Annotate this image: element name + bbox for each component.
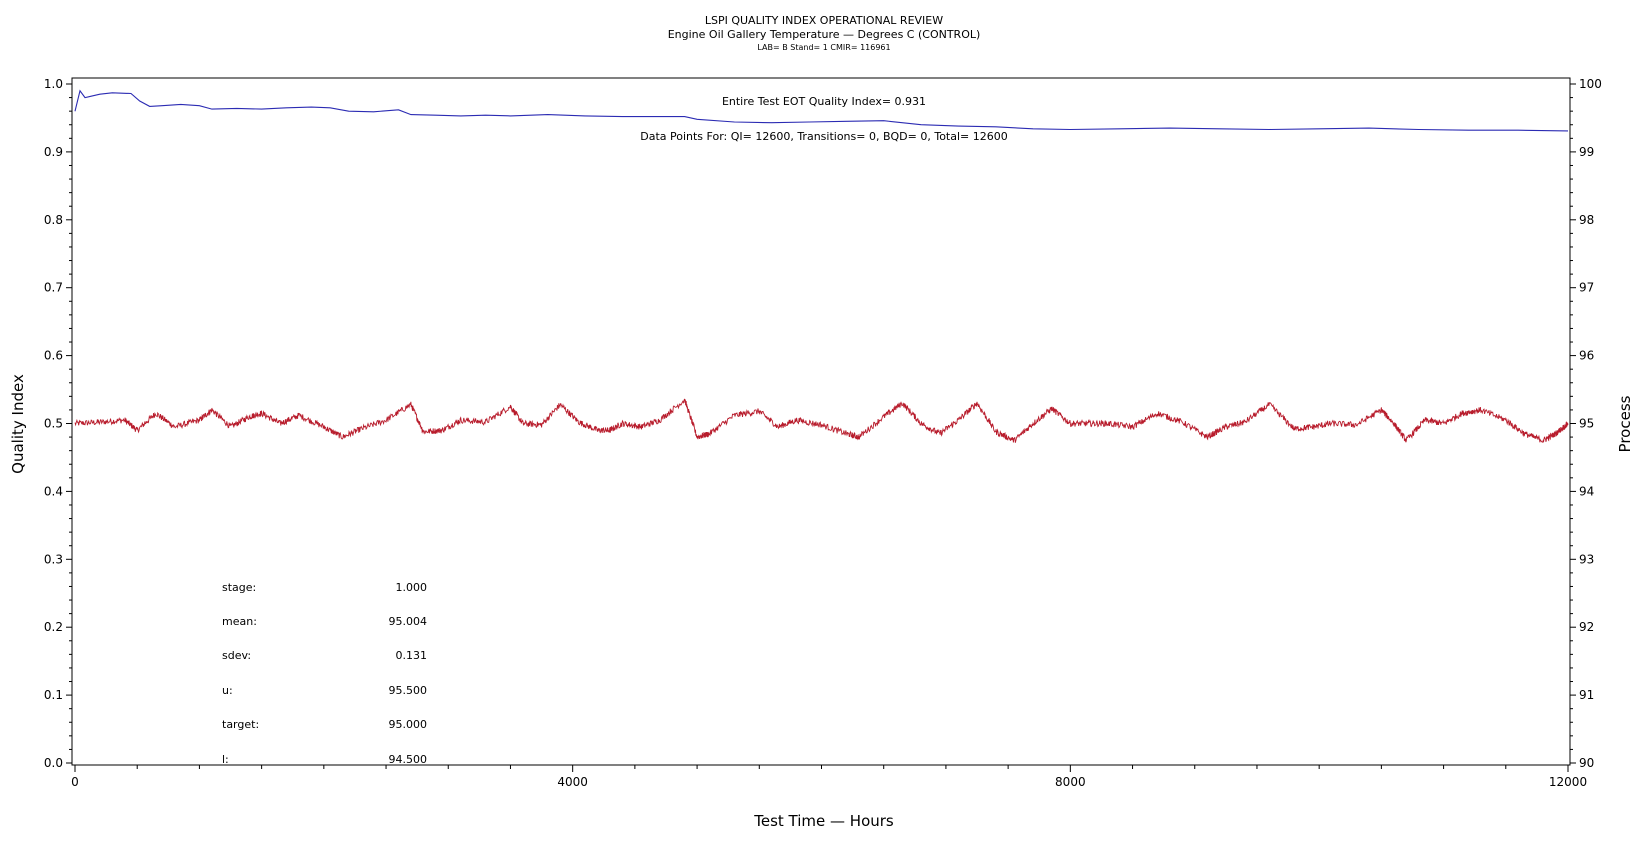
y-right-tick-label: 96 [1579, 349, 1594, 363]
y-left-tick-label: 0.4 [44, 484, 63, 498]
x-tick-label: 12000 [1549, 775, 1587, 789]
x-tick-label: 8000 [1055, 775, 1086, 789]
y-axis-left: 0.0 0.1 0.2 0.3 0.4 0.5 0.6 0.7 0.8 0.9 1.0 [44, 77, 72, 770]
y-right-tick-label: 92 [1579, 620, 1594, 634]
y-axis-right-label: Process [1616, 395, 1634, 452]
y-left-tick-label: 0.3 [44, 552, 63, 566]
y-right-tick-label: 97 [1579, 281, 1594, 295]
stat-l-value: 94.500 [389, 753, 428, 766]
y-axis-left-label: Quality Index [9, 374, 27, 474]
y-right-tick-label: 93 [1579, 552, 1594, 566]
y-left-tick-label: 0.1 [44, 688, 63, 702]
y-right-tick-label: 94 [1579, 484, 1594, 498]
stat-target-label: target: [222, 718, 259, 731]
stat-stage-value: 1.000 [396, 581, 428, 594]
stat-stage-label: stage: [222, 581, 256, 594]
y-left-tick-label: 0.6 [44, 349, 63, 363]
stat-sdev-value: 0.131 [396, 649, 428, 662]
y-left-tick-label: 0.8 [44, 213, 63, 227]
y-left-tick-label: 0.9 [44, 145, 63, 159]
annotation-quality-index: Entire Test EOT Quality Index= 0.931 [722, 95, 926, 108]
stats-block: stage: 1.000 mean: 95.004 sdev: 0.131 u:… [222, 581, 427, 766]
series-layer [74, 89, 1569, 443]
y-right-tick-label: 100 [1579, 77, 1602, 91]
y-left-tick-label: 0.0 [44, 756, 63, 770]
y-left-tick-label: 0.5 [44, 417, 63, 431]
chart-title: LSPI QUALITY INDEX OPERATIONAL REVIEW [705, 14, 943, 27]
quality-index-series-line [74, 89, 1569, 132]
annotation-data-points: Data Points For: QI= 12600, Transitions=… [640, 130, 1008, 143]
y-right-tick-label: 99 [1579, 145, 1594, 159]
x-tick-label: 0 [71, 775, 79, 789]
stat-target-value: 95.000 [389, 718, 428, 731]
chart-subtitle: Engine Oil Gallery Temperature — Degrees… [668, 28, 981, 41]
y-axis-right: 90 91 92 93 94 95 96 97 98 99 100 [1570, 77, 1602, 770]
x-tick-label: 4000 [557, 775, 588, 789]
y-right-tick-label: 98 [1579, 213, 1594, 227]
x-axis-label: Test Time — Hours [753, 812, 894, 830]
process-series-line [74, 398, 1569, 443]
x-axis: 0 4000 8000 12000 [71, 765, 1587, 789]
y-left-tick-label: 0.2 [44, 620, 63, 634]
stat-u-label: u: [222, 684, 233, 697]
stat-l-label: l: [222, 753, 229, 766]
y-right-tick-label: 95 [1579, 417, 1594, 431]
y-right-tick-label: 90 [1579, 756, 1594, 770]
plot-frame [71, 77, 1571, 766]
stat-u-value: 95.500 [389, 684, 428, 697]
y-left-tick-label: 1.0 [44, 77, 63, 91]
stat-sdev-label: sdev: [222, 649, 251, 662]
stat-mean-value: 95.004 [389, 615, 428, 628]
chart-info-line: LAB= B Stand= 1 CMIR= 116961 [757, 43, 890, 52]
stat-mean-label: mean: [222, 615, 257, 628]
y-right-tick-label: 91 [1579, 688, 1594, 702]
y-left-tick-label: 0.7 [44, 281, 63, 295]
